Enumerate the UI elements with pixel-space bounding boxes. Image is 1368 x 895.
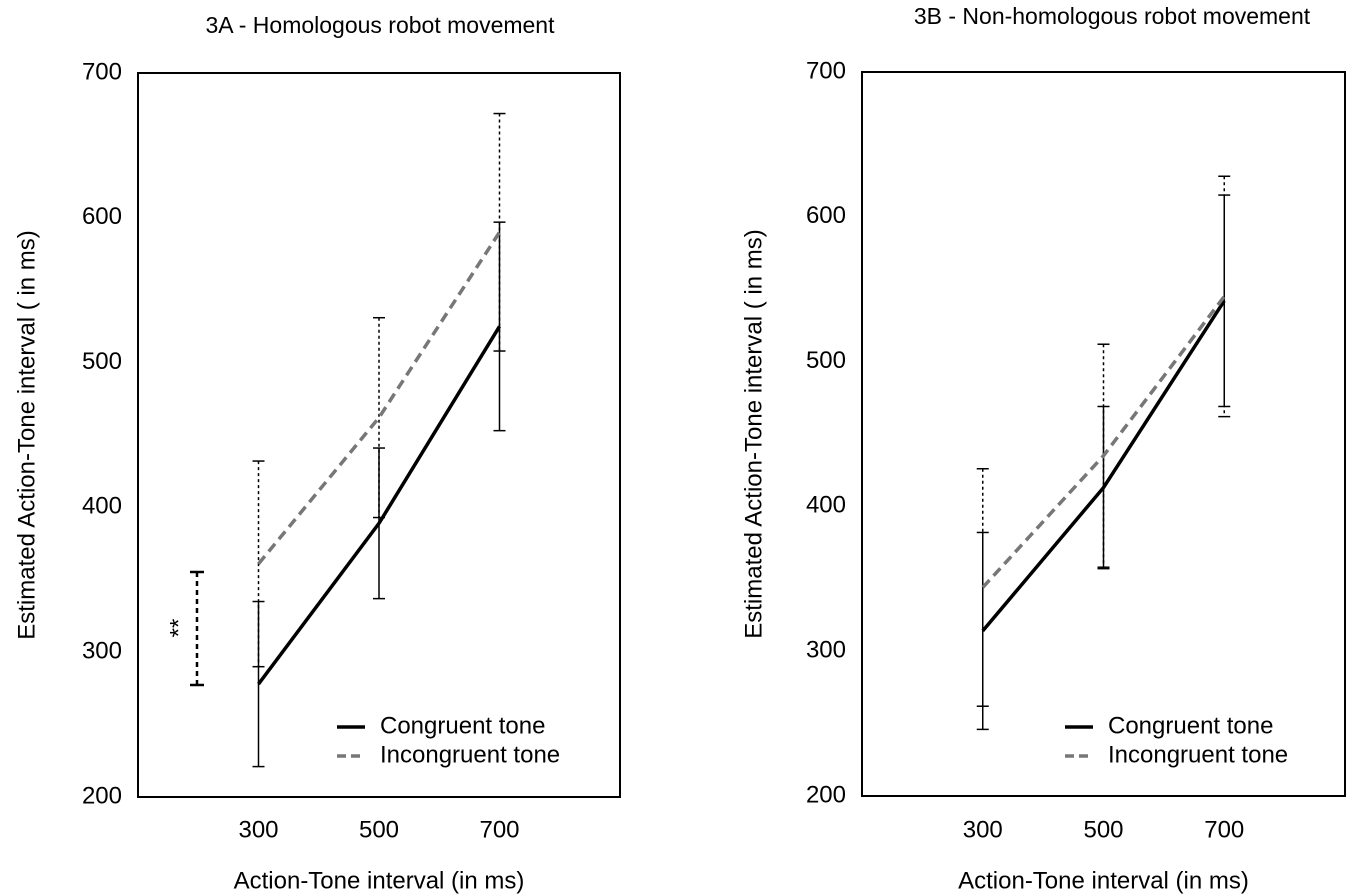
y-tick-label: 400 — [82, 493, 122, 520]
legend-label: Congruent tone — [380, 712, 545, 739]
y-tick-label: 700 — [82, 58, 122, 85]
x-axis-label: Action-Tone interval (in ms) — [958, 867, 1249, 894]
y-tick-label: 400 — [806, 492, 846, 519]
legend-label: Incongruent tone — [380, 741, 560, 768]
chart-title: 3A - Homologous robot movement — [205, 12, 555, 38]
y-tick-label: 700 — [806, 57, 846, 84]
series-line — [981, 299, 1226, 633]
series-line — [257, 231, 501, 565]
error-bar — [373, 316, 385, 519]
y-tick-label: 300 — [806, 637, 846, 664]
y-tick-label: 300 — [82, 638, 122, 665]
x-tick-label: 500 — [1083, 816, 1123, 843]
error-bar — [1097, 343, 1110, 568]
series-line — [981, 295, 1226, 589]
error-bar — [493, 112, 506, 352]
x-tick-label: 300 — [238, 816, 278, 843]
y-tick-label: 500 — [806, 347, 846, 374]
y-tick-label: 600 — [806, 202, 846, 229]
y-tick-label: 500 — [82, 348, 122, 375]
x-axis-label: Action-Tone interval (in ms) — [234, 867, 525, 894]
y-tick-label: 200 — [82, 782, 122, 809]
series-line — [257, 325, 501, 686]
annotation: ** — [165, 619, 192, 638]
error-bar — [976, 468, 989, 707]
x-tick-label: 700 — [1204, 816, 1244, 843]
plot-frame — [137, 72, 621, 798]
x-tick-label: 300 — [963, 816, 1003, 843]
y-tick-label: 600 — [82, 203, 122, 230]
chart-title: 3B - Non-homologous robot movement — [914, 3, 1311, 29]
y-axis-label: Estimated Action-Tone interval ( in ms) — [740, 229, 767, 639]
error-bar — [1218, 175, 1231, 418]
x-tick-label: 700 — [479, 816, 519, 843]
legend-label: Congruent tone — [1108, 712, 1273, 739]
legend-label: Incongruent tone — [1108, 741, 1288, 768]
significance-bracket — [190, 570, 204, 687]
y-axis-label: Estimated Action-Tone interval ( in ms) — [13, 230, 40, 640]
y-tick-label: 200 — [806, 781, 846, 808]
x-tick-label: 500 — [359, 816, 399, 843]
